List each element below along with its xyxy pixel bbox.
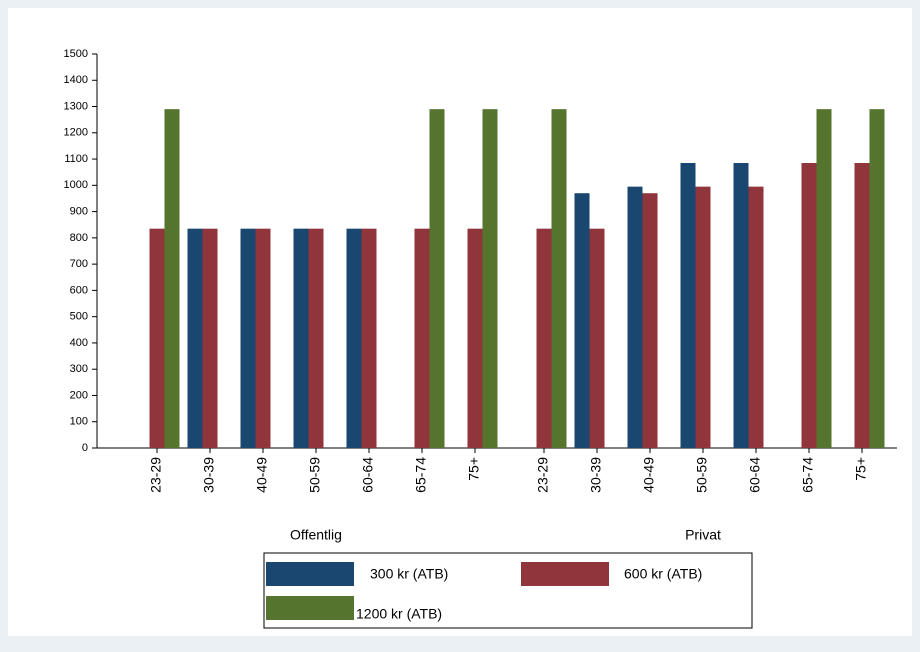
- y-tick-label: 1400: [64, 74, 88, 86]
- bar: [308, 228, 324, 448]
- y-tick-label: 100: [70, 416, 88, 428]
- bar: [869, 109, 885, 448]
- x-tick-label: 50-59: [694, 457, 710, 493]
- x-tick-label: 75+: [466, 457, 482, 481]
- y-tick-label: 300: [70, 363, 88, 375]
- y-tick-label: 800: [70, 232, 88, 244]
- graph-region: [8, 8, 912, 636]
- legend-swatch: [266, 562, 354, 586]
- x-tick-label: 65-74: [413, 457, 429, 493]
- y-tick-label: 600: [70, 284, 88, 296]
- y-tick-label: 700: [70, 258, 88, 270]
- bar: [642, 193, 658, 448]
- bar: [482, 109, 498, 448]
- bar: [346, 228, 362, 448]
- bar: [627, 186, 643, 448]
- bar: [293, 228, 309, 448]
- bar: [149, 228, 165, 448]
- legend-swatch: [521, 562, 609, 586]
- bar: [695, 186, 711, 448]
- bar: [164, 109, 180, 448]
- legend-label: 600 kr (ATB): [624, 566, 702, 582]
- bar: [202, 228, 218, 448]
- bar: [429, 109, 445, 448]
- bar: [854, 163, 870, 449]
- x-tick-label: 60-64: [747, 457, 763, 493]
- bar: [240, 228, 256, 448]
- bar: [361, 228, 377, 448]
- x-tick-label: 40-49: [254, 457, 270, 493]
- bar: [187, 228, 203, 448]
- y-tick-label: 1000: [64, 179, 88, 191]
- x-tick-label: 30-39: [201, 457, 217, 493]
- legend-swatch: [266, 596, 354, 620]
- x-tick-label: 23-29: [535, 457, 551, 493]
- bar: [733, 163, 749, 449]
- y-tick-label: 400: [70, 337, 88, 349]
- bar: [536, 228, 552, 448]
- bar: [680, 163, 696, 449]
- bar: [467, 228, 483, 448]
- legend-label: 1200 kr (ATB): [356, 606, 442, 622]
- y-tick-label: 1100: [64, 153, 88, 165]
- group-label: Offentlig: [290, 527, 342, 543]
- x-tick-label: 60-64: [360, 457, 376, 493]
- y-tick-label: 1300: [64, 100, 88, 112]
- bar: [589, 228, 605, 448]
- bar: [816, 109, 832, 448]
- group-label: Privat: [685, 527, 721, 543]
- bar: [574, 193, 590, 448]
- y-tick-label: 1500: [64, 48, 88, 60]
- bar: [414, 228, 430, 448]
- x-tick-label: 50-59: [307, 457, 323, 493]
- legend-label: 300 kr (ATB): [370, 566, 448, 582]
- y-tick-label: 500: [70, 311, 88, 323]
- y-tick-label: 1200: [64, 127, 88, 139]
- y-tick-label: 0: [82, 442, 88, 454]
- bar: [255, 228, 271, 448]
- x-tick-label: 65-74: [800, 457, 816, 493]
- x-tick-label: 30-39: [588, 457, 604, 493]
- bar: [801, 163, 817, 449]
- bar: [551, 109, 567, 448]
- x-tick-label: 40-49: [641, 457, 657, 493]
- x-tick-label: 75+: [853, 457, 869, 481]
- x-tick-label: 23-29: [148, 457, 164, 493]
- y-tick-label: 900: [70, 206, 88, 218]
- bar: [748, 186, 764, 448]
- y-tick-label: 200: [70, 389, 88, 401]
